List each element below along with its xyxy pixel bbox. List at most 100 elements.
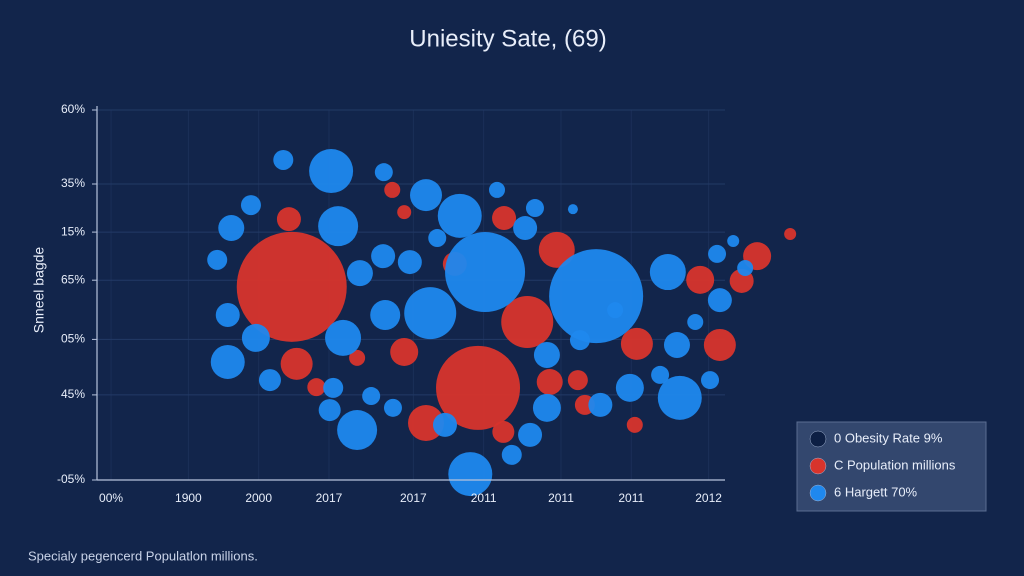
y-tick-label: 05% [61, 332, 85, 346]
bubble [784, 227, 797, 240]
bubble [410, 179, 443, 212]
bubble [318, 206, 359, 247]
bubble [445, 232, 526, 313]
bubble [701, 371, 720, 390]
bubble [383, 398, 402, 417]
bubble [371, 244, 396, 269]
bubble [649, 254, 686, 291]
bubble [215, 302, 240, 327]
bubble [492, 206, 517, 231]
bubble [651, 365, 670, 384]
x-tick-label: 2011 [548, 491, 574, 505]
footnote: Specialy pegencerd Populatlon millions. [28, 548, 258, 563]
bubble [492, 420, 515, 443]
bubble [569, 330, 590, 351]
bubble [513, 216, 538, 241]
bubble [337, 410, 378, 451]
legend-swatch [809, 457, 827, 475]
bubble [525, 199, 544, 218]
bubble [346, 260, 373, 287]
bubble [489, 181, 506, 198]
bubble [374, 163, 393, 182]
bubble [240, 195, 261, 216]
bubble [708, 244, 727, 263]
bubble [280, 347, 313, 380]
bubble [273, 149, 294, 170]
legend-swatch [809, 430, 827, 448]
x-tick-label: 2017 [400, 491, 427, 505]
bubble [501, 444, 522, 465]
bubble [536, 368, 563, 395]
bubble [703, 328, 736, 361]
bubble [307, 378, 326, 397]
legend-entries: 0 Obesity Rate 9% C Population millions 6 … [809, 430, 956, 502]
bubble [687, 314, 704, 331]
y-tick-label: 65% [61, 272, 85, 286]
bubble [615, 373, 644, 402]
bubble [532, 393, 561, 422]
bubble [325, 319, 362, 356]
bubble [436, 345, 521, 430]
legend-label: 6 Hargett 70% [834, 484, 918, 499]
legend-swatch [809, 484, 827, 502]
bubble [518, 422, 543, 447]
bubble [276, 207, 301, 232]
bubble [236, 231, 347, 342]
bubble [323, 377, 344, 398]
bubble [501, 296, 554, 349]
legend-label: 0 Obesity Rate 9% [834, 430, 943, 445]
bubble [390, 337, 419, 366]
x-tick-label: 2012 [695, 491, 722, 505]
bubble [397, 205, 412, 220]
bubble [309, 149, 354, 194]
bubble [663, 331, 690, 358]
bubble [432, 412, 457, 437]
bubble [318, 399, 341, 422]
legend-label: C Population millions [834, 457, 956, 472]
x-tick-label: 00% [99, 491, 123, 505]
y-tick-label: 35% [61, 176, 85, 190]
bubble [533, 341, 560, 368]
x-tick-label: 2011 [618, 491, 644, 505]
bubble [588, 392, 613, 417]
bubble [408, 405, 445, 442]
x-tick-label: 2017 [316, 491, 343, 505]
bubble [448, 452, 493, 497]
bubble [549, 249, 644, 344]
bubble [218, 215, 245, 242]
bubble [437, 193, 482, 238]
y-tick-label: -05% [57, 472, 85, 486]
bubble [362, 387, 381, 406]
bubble [258, 369, 281, 392]
bubble [620, 327, 653, 360]
bubble [567, 204, 578, 215]
y-tick-label: 45% [61, 387, 85, 401]
bubble [737, 259, 754, 276]
bubble [607, 302, 624, 319]
bubble [428, 229, 447, 248]
bubble [210, 344, 245, 379]
bubble [384, 181, 401, 198]
x-tick-label: 1900 [175, 491, 202, 505]
bubble [397, 250, 422, 275]
y-axis-label: Snneel bagde [31, 247, 47, 334]
bubble [727, 234, 740, 247]
bubbles [207, 149, 797, 497]
x-tick-label: 2000 [245, 491, 272, 505]
bubble [241, 323, 270, 352]
y-tick-label: 60% [61, 102, 85, 116]
bubble [349, 349, 366, 366]
bubble [626, 416, 643, 433]
bubble [657, 375, 702, 420]
bubble [538, 231, 575, 268]
bubble [567, 370, 588, 391]
bubble [707, 288, 732, 313]
bubble [404, 287, 457, 340]
bubble [686, 265, 715, 294]
legend [796, 421, 987, 512]
x-tick-label: 2011 [471, 491, 497, 505]
y-tick-label: 15% [61, 224, 85, 238]
bubble [207, 249, 228, 270]
